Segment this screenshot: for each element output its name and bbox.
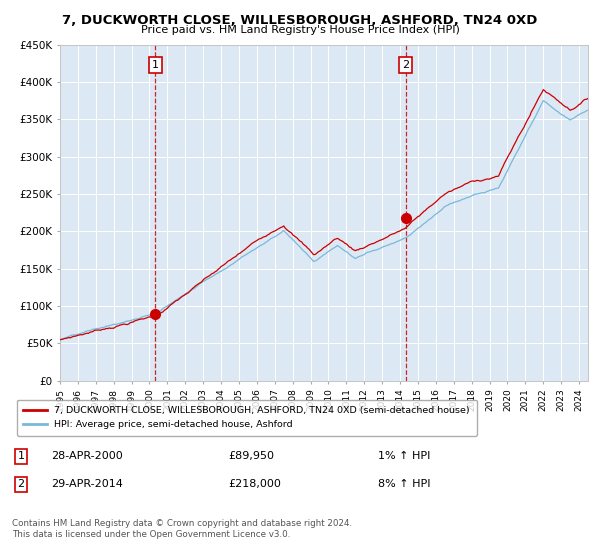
Text: £89,950: £89,950 <box>228 451 274 461</box>
Text: 28-APR-2000: 28-APR-2000 <box>51 451 123 461</box>
Text: 2: 2 <box>402 60 409 70</box>
Text: 29-APR-2014: 29-APR-2014 <box>51 479 123 489</box>
Text: £218,000: £218,000 <box>228 479 281 489</box>
Text: Contains HM Land Registry data © Crown copyright and database right 2024.
This d: Contains HM Land Registry data © Crown c… <box>12 520 352 539</box>
Text: Price paid vs. HM Land Registry's House Price Index (HPI): Price paid vs. HM Land Registry's House … <box>140 25 460 35</box>
Text: 7, DUCKWORTH CLOSE, WILLESBOROUGH, ASHFORD, TN24 0XD: 7, DUCKWORTH CLOSE, WILLESBOROUGH, ASHFO… <box>62 14 538 27</box>
Text: 2: 2 <box>17 479 25 489</box>
Text: 1: 1 <box>17 451 25 461</box>
Legend: 7, DUCKWORTH CLOSE, WILLESBOROUGH, ASHFORD, TN24 0XD (semi-detached house), HPI:: 7, DUCKWORTH CLOSE, WILLESBOROUGH, ASHFO… <box>17 399 477 436</box>
Text: 8% ↑ HPI: 8% ↑ HPI <box>378 479 431 489</box>
Text: 1% ↑ HPI: 1% ↑ HPI <box>378 451 430 461</box>
Text: 1: 1 <box>152 60 159 70</box>
